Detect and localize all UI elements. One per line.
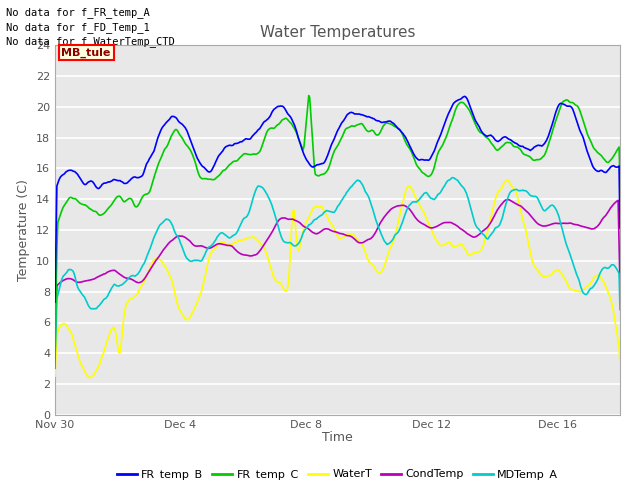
Line: FR_temp_B: FR_temp_B bbox=[55, 96, 620, 302]
Text: No data for f_FR_temp_A: No data for f_FR_temp_A bbox=[6, 7, 150, 18]
FR_temp_B bbox=[384, 119, 392, 124]
CondTemp bbox=[196, 243, 204, 249]
CondTemp bbox=[51, 336, 59, 341]
FR_temp_B bbox=[428, 152, 436, 157]
MDTemp_A bbox=[196, 258, 204, 264]
MDTemp_A bbox=[151, 232, 159, 238]
WaterT bbox=[616, 363, 624, 369]
MDTemp_A bbox=[477, 230, 485, 236]
CondTemp bbox=[505, 197, 513, 203]
MDTemp_A bbox=[51, 356, 59, 361]
MDTemp_A bbox=[428, 196, 436, 202]
FR_temp_B bbox=[196, 161, 204, 167]
Title: Water Temperatures: Water Temperatures bbox=[260, 24, 415, 40]
Text: MB_tule: MB_tule bbox=[61, 48, 111, 58]
MDTemp_A bbox=[384, 241, 392, 247]
FR_temp_B bbox=[477, 128, 485, 134]
Text: No data for f_WaterTemp_CTD: No data for f_WaterTemp_CTD bbox=[6, 36, 175, 47]
WaterT bbox=[477, 247, 485, 252]
FR_temp_B bbox=[307, 163, 314, 168]
FR_temp_B bbox=[51, 299, 59, 305]
Line: WaterT: WaterT bbox=[55, 180, 620, 378]
Line: MDTemp_A: MDTemp_A bbox=[55, 178, 620, 359]
FR_temp_C bbox=[616, 177, 624, 182]
Y-axis label: Temperature (C): Temperature (C) bbox=[17, 179, 30, 281]
MDTemp_A bbox=[449, 175, 457, 180]
CondTemp bbox=[384, 210, 392, 216]
WaterT bbox=[197, 289, 205, 295]
WaterT bbox=[51, 373, 59, 379]
WaterT bbox=[152, 255, 160, 261]
Text: No data for f_FD_Temp_1: No data for f_FD_Temp_1 bbox=[6, 22, 150, 33]
FR_temp_B bbox=[151, 145, 159, 151]
CondTemp bbox=[428, 225, 436, 231]
WaterT bbox=[385, 249, 393, 254]
WaterT bbox=[86, 375, 93, 381]
Line: CondTemp: CondTemp bbox=[55, 200, 620, 338]
FR_temp_C bbox=[151, 171, 159, 177]
FR_temp_C bbox=[196, 174, 204, 180]
FR_temp_B bbox=[616, 225, 624, 231]
MDTemp_A bbox=[307, 221, 314, 227]
Legend: FR_temp_B, FR_temp_C, WaterT, CondTemp, MDTemp_A: FR_temp_B, FR_temp_C, WaterT, CondTemp, … bbox=[113, 465, 563, 480]
FR_temp_C bbox=[51, 365, 59, 371]
WaterT bbox=[308, 208, 316, 214]
CondTemp bbox=[307, 228, 314, 234]
FR_temp_B bbox=[461, 94, 468, 99]
FR_temp_C bbox=[477, 130, 485, 136]
FR_temp_C bbox=[429, 168, 437, 173]
X-axis label: Time: Time bbox=[322, 431, 353, 444]
FR_temp_C bbox=[385, 120, 393, 126]
CondTemp bbox=[477, 230, 484, 236]
MDTemp_A bbox=[616, 307, 624, 312]
FR_temp_C bbox=[305, 93, 312, 98]
WaterT bbox=[503, 177, 511, 183]
WaterT bbox=[429, 231, 437, 237]
CondTemp bbox=[151, 259, 159, 264]
FR_temp_C bbox=[308, 123, 316, 129]
Line: FR_temp_C: FR_temp_C bbox=[55, 96, 620, 368]
CondTemp bbox=[616, 283, 624, 289]
